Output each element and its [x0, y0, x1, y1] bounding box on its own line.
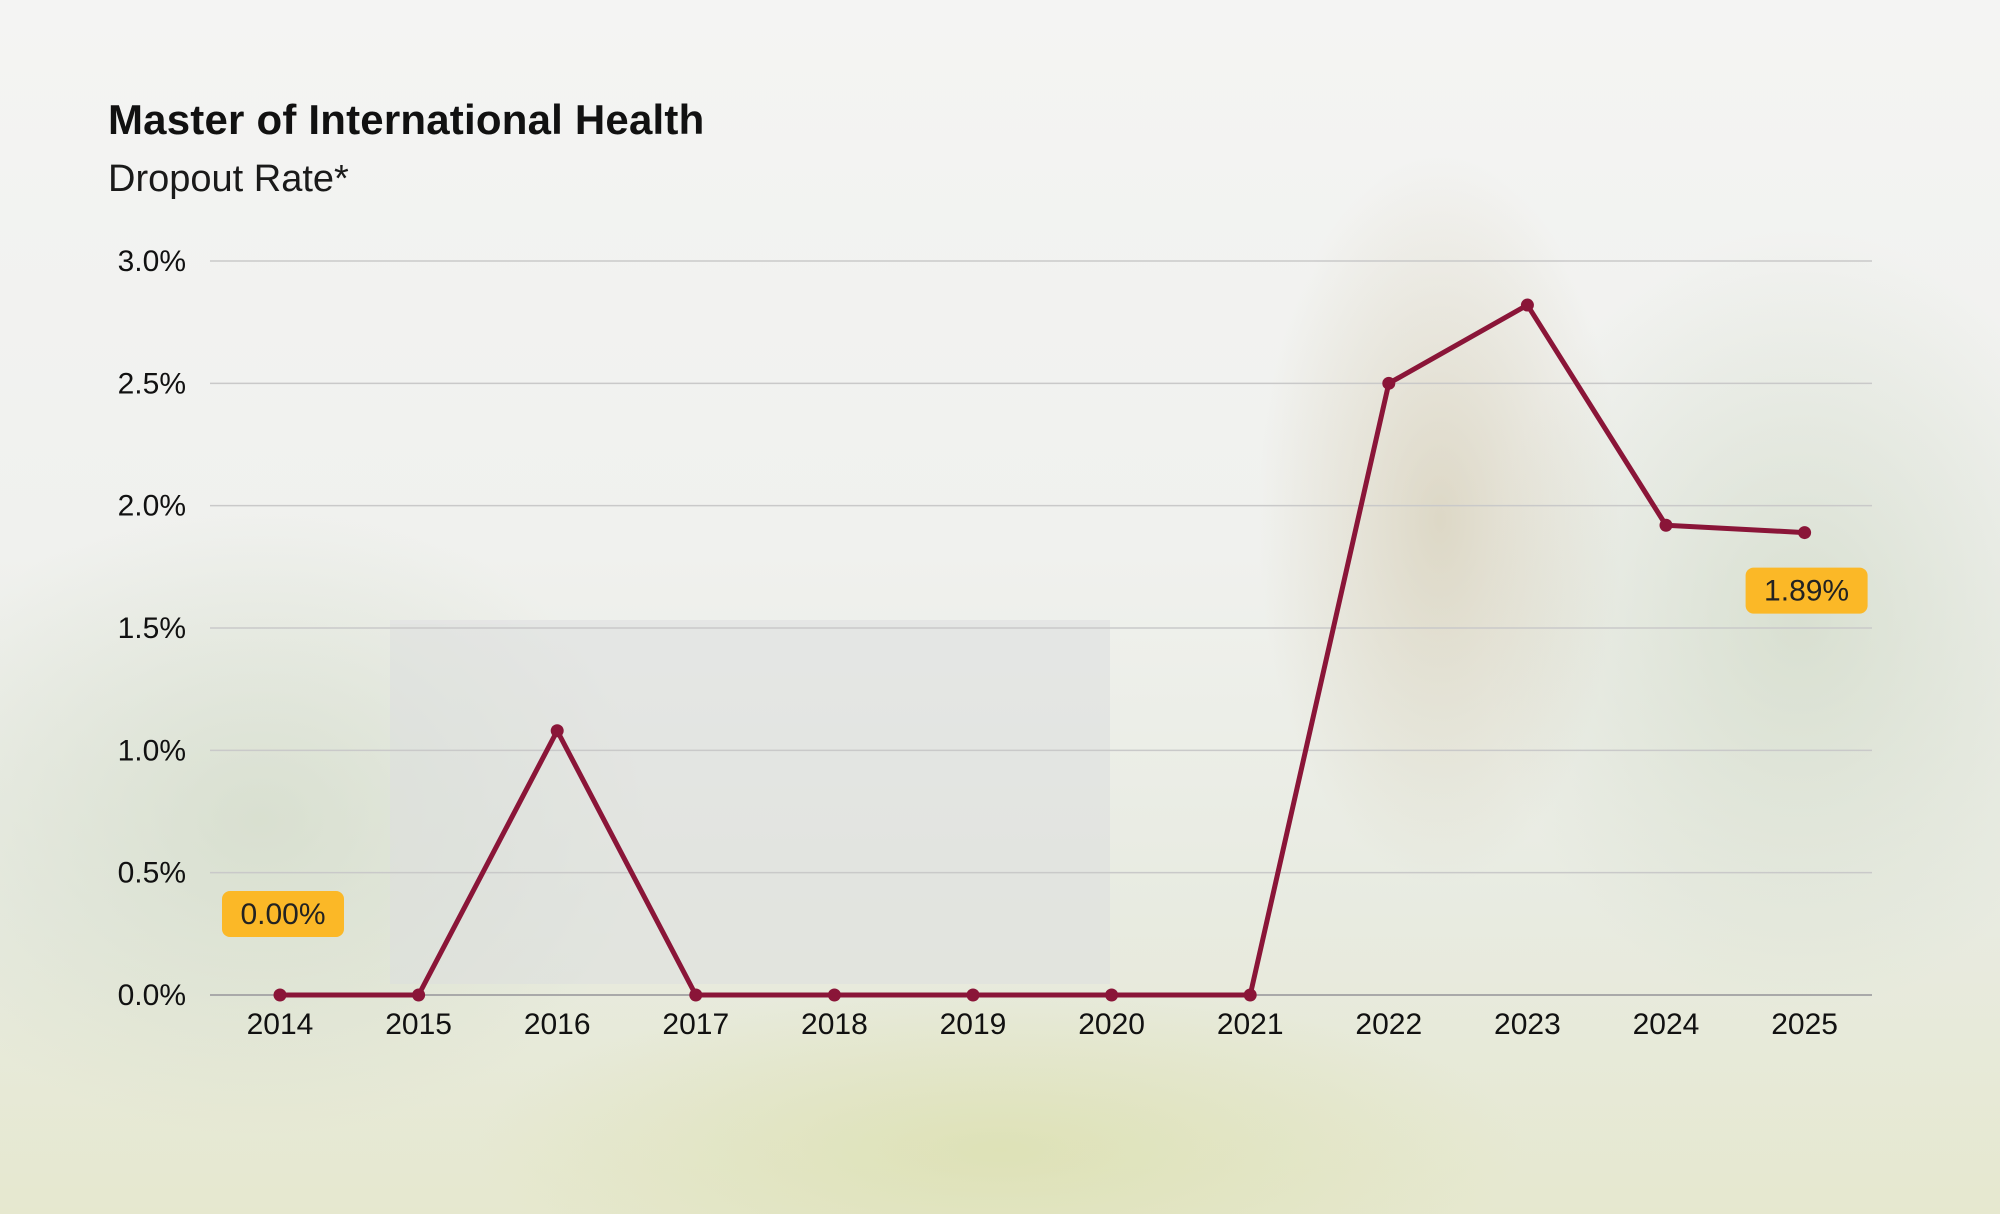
y-tick-label: 2.0% — [118, 490, 186, 523]
x-tick-label: 2016 — [524, 1008, 591, 1041]
y-tick-label: 3.0% — [118, 245, 186, 278]
background-building — [390, 620, 1110, 984]
data-point — [966, 988, 980, 1002]
data-point — [1659, 518, 1673, 532]
y-tick-label: 1.0% — [118, 734, 186, 767]
y-tick-label: 0.5% — [118, 857, 186, 890]
chart-title: Master of International Health — [108, 96, 705, 143]
chart-subtitle: Dropout Rate* — [108, 158, 349, 200]
x-tick-label: 2015 — [385, 1008, 452, 1041]
y-tick-label: 0.0% — [118, 979, 186, 1012]
data-point — [1798, 526, 1812, 540]
data-label-badge — [1745, 567, 1868, 614]
data-point — [1243, 988, 1257, 1002]
x-tick-label: 2021 — [1217, 1008, 1284, 1041]
series-line — [277, 302, 1808, 998]
x-tick-label: 2023 — [1494, 1008, 1561, 1041]
x-tick-label: 2025 — [1771, 1008, 1838, 1041]
x-tick-label: 2020 — [1078, 1008, 1145, 1041]
data-label: 1.89% — [1764, 575, 1849, 608]
data-point — [1520, 298, 1534, 312]
y-tick-label: 1.5% — [118, 612, 186, 645]
x-tick-label: 2022 — [1355, 1008, 1422, 1041]
x-tick-label: 2014 — [247, 1008, 314, 1041]
x-tick-label: 2019 — [940, 1008, 1007, 1041]
data-label: 0.00% — [240, 898, 325, 931]
data-point — [1105, 988, 1119, 1002]
x-tick-label: 2017 — [662, 1008, 729, 1041]
y-tick-label: 2.5% — [118, 367, 186, 400]
x-tick-label: 2018 — [801, 1008, 868, 1041]
x-tick-label: 2024 — [1633, 1008, 1700, 1041]
data-point — [550, 724, 564, 738]
data-point — [689, 988, 703, 1002]
data-point — [827, 988, 841, 1002]
data-label-badge — [222, 891, 344, 937]
data-point — [273, 988, 287, 1002]
data-point — [412, 988, 426, 1002]
data-point — [1382, 376, 1396, 390]
